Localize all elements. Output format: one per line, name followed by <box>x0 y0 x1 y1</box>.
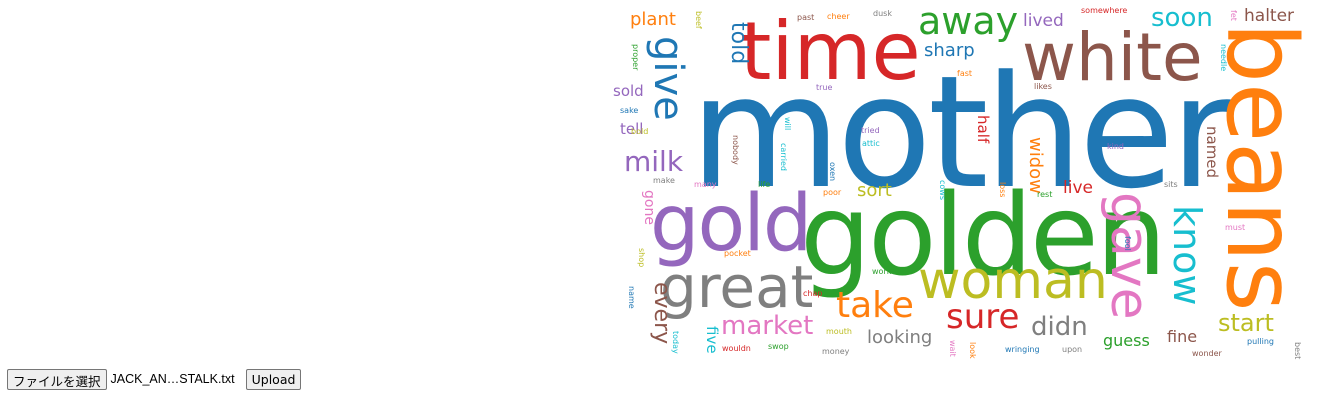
cloud-word: look <box>968 342 977 359</box>
cloud-word: name <box>627 286 636 309</box>
cloud-word: every <box>649 282 674 345</box>
cloud-word: fet <box>1229 10 1238 21</box>
cloud-word: past <box>797 13 815 22</box>
upload-form: ファイルを選択 JACK_AN…STALK.txt Upload <box>7 368 302 390</box>
cloud-word: work <box>872 267 892 276</box>
cloud-word: five <box>703 326 721 354</box>
cloud-word: know <box>1165 205 1209 306</box>
cloud-word: life <box>758 180 771 189</box>
cloud-word: market <box>721 311 814 341</box>
cloud-word: away <box>918 0 1019 43</box>
cloud-word: tried <box>861 126 880 135</box>
cloud-word: white <box>1022 19 1203 96</box>
cloud-word: cheer <box>827 12 850 21</box>
cloud-word: wait <box>948 340 957 357</box>
cloud-word: chap <box>803 289 823 298</box>
cloud-word: fast <box>957 69 973 78</box>
cloud-word: today <box>671 331 680 354</box>
cloud-word: pulling <box>1247 337 1274 346</box>
cloud-word: gold <box>650 179 812 269</box>
cloud-word: true <box>816 83 833 92</box>
cloud-word: fool <box>1123 236 1132 251</box>
cloud-word: golden <box>800 171 1167 301</box>
cloud-word: proper <box>631 44 640 71</box>
cloud-word: woman <box>918 251 1108 311</box>
cloud-word: will <box>783 117 792 131</box>
cloud-word: give <box>645 36 691 121</box>
cloud-word: lived <box>1023 11 1064 31</box>
cloud-word: wonder <box>1192 349 1222 358</box>
cloud-word: sits <box>1164 180 1178 189</box>
cloud-word: nobody <box>731 135 740 165</box>
cloud-word: take <box>836 285 914 326</box>
cloud-word: carried <box>779 143 788 171</box>
cloud-word: wouldn <box>722 344 751 353</box>
cloud-word: fine <box>1167 327 1198 346</box>
cloud-word: sort <box>857 180 892 201</box>
cloud-word: oxen <box>828 162 837 182</box>
cloud-word: told <box>726 22 751 65</box>
cloud-word: mouth <box>826 327 852 336</box>
cloud-word: needle <box>1219 44 1228 72</box>
choose-file-button[interactable]: ファイルを選択 <box>7 368 107 390</box>
cloud-word: somewhere <box>1081 6 1128 15</box>
cloud-word: make <box>653 176 675 185</box>
cloud-word: sharp <box>924 40 975 61</box>
cloud-word: upon <box>1062 345 1083 354</box>
cloud-word: great <box>660 253 814 321</box>
cloud-word: named <box>1203 126 1221 179</box>
cloud-word: kind <box>1107 142 1125 151</box>
cloud-word: half <box>974 115 992 144</box>
cloud-word: rest <box>1037 190 1053 199</box>
cloud-word: swop <box>768 342 789 351</box>
cloud-word: money <box>822 347 850 356</box>
cloud-word: best <box>1293 342 1302 360</box>
cloud-word: beef <box>694 11 703 29</box>
cloud-word: attic <box>862 139 880 148</box>
cloud-word: time <box>740 5 921 98</box>
cloud-word: many <box>694 180 717 189</box>
cloud-word: gone <box>641 190 657 225</box>
selected-file-name: JACK_AN…STALK.txt <box>110 372 235 386</box>
upload-button[interactable]: Upload <box>245 368 302 390</box>
cloud-word: bold <box>631 127 649 136</box>
cloud-word: sold <box>613 82 644 100</box>
cloud-word: wringing <box>1005 345 1040 354</box>
cloud-word: start <box>1218 309 1274 337</box>
cloud-word: loss <box>998 182 1007 198</box>
cloud-word: widow <box>1025 137 1046 194</box>
cloud-word: shop <box>637 248 646 268</box>
cloud-word: poor <box>823 188 842 197</box>
cloud-word: soon <box>1151 3 1213 33</box>
cloud-word: sake <box>620 106 639 115</box>
cloud-word: mother <box>690 42 1234 223</box>
cloud-word: live <box>1063 178 1093 198</box>
cloud-word: dusk <box>873 9 892 18</box>
cloud-word: plant <box>630 9 676 30</box>
cloud-word: sure <box>946 297 1020 337</box>
cloud-word: didn <box>1031 312 1088 342</box>
cloud-word: cows <box>938 180 947 201</box>
word-cloud: mother golden beans time white gold grea… <box>600 0 1310 365</box>
cloud-word: guess <box>1103 331 1150 350</box>
cloud-word: must <box>1225 223 1246 232</box>
cloud-word: milk <box>624 145 684 178</box>
cloud-word: likes <box>1034 82 1052 91</box>
cloud-word: tell <box>620 120 644 138</box>
cloud-word: gave <box>1099 192 1159 320</box>
cloud-word: halter <box>1244 6 1295 26</box>
cloud-word: looking <box>867 327 933 348</box>
cloud-word: pocket <box>724 249 751 258</box>
